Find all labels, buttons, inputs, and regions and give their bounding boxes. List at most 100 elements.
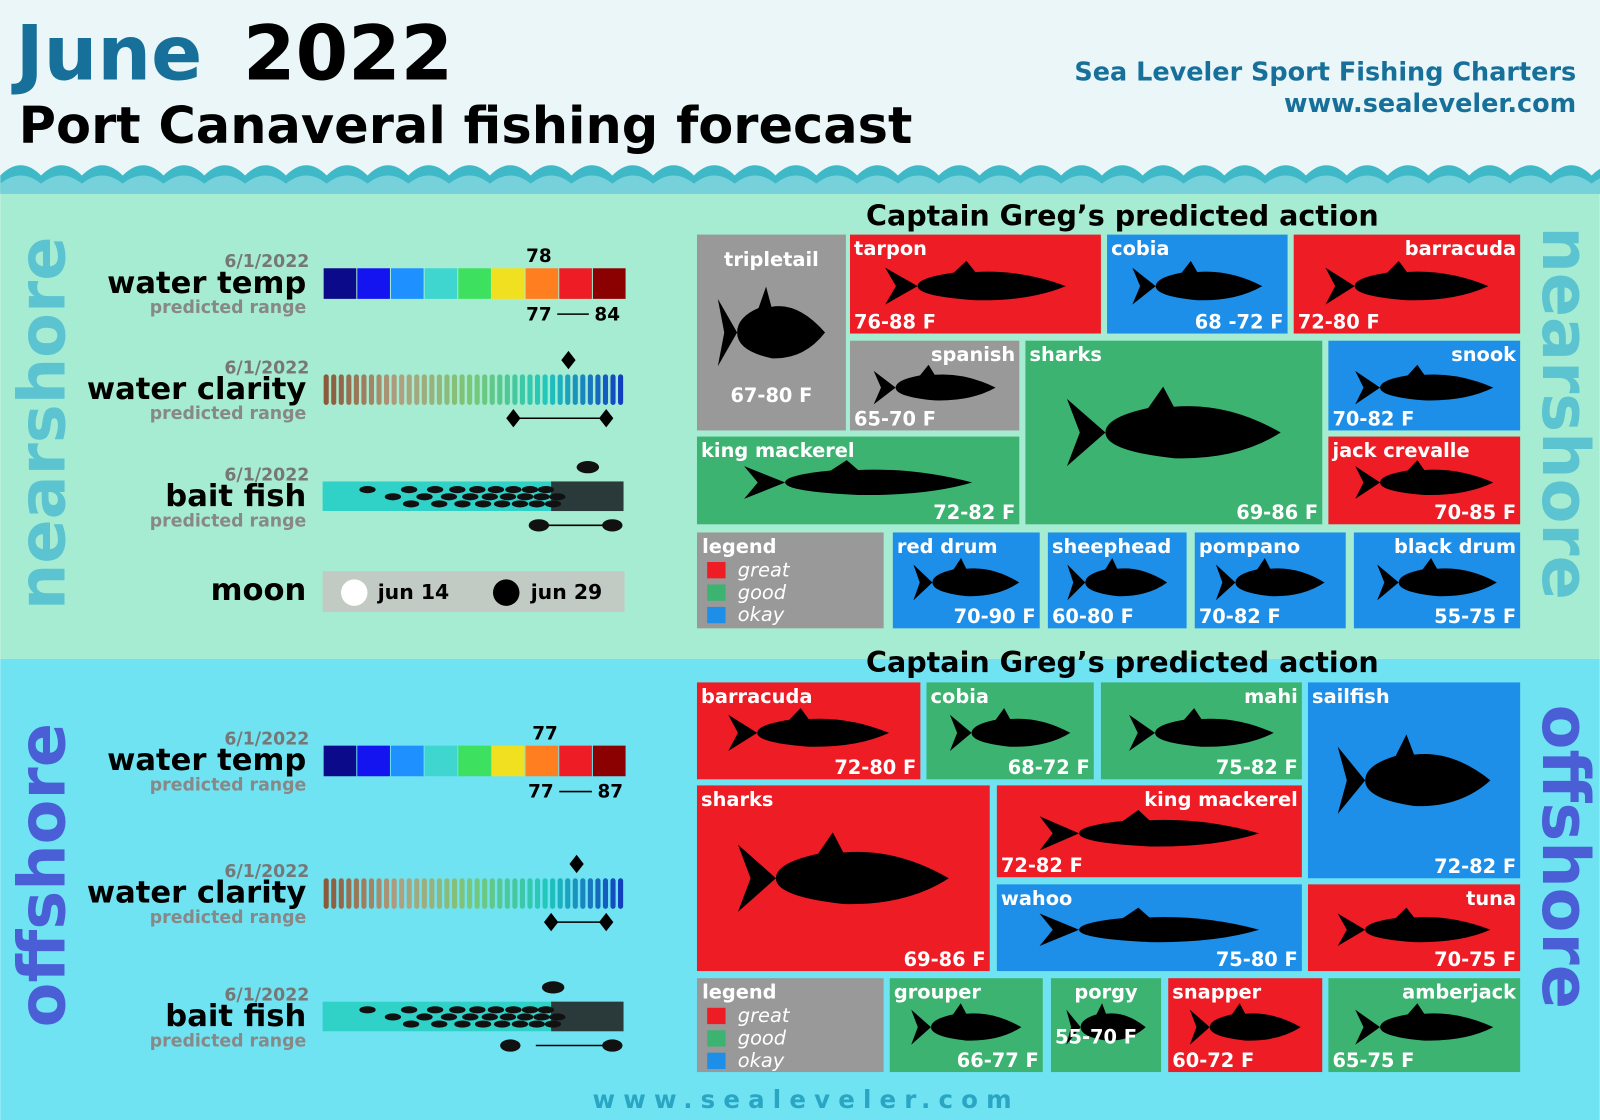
bait-fish — [521, 1006, 539, 1014]
fish-range: 68 -72 F — [1195, 310, 1284, 333]
clarity-bar — [451, 374, 458, 405]
clarity-bar — [497, 374, 503, 405]
bait-fish — [549, 493, 566, 501]
clarity-bar — [610, 374, 616, 405]
clarity-bar — [399, 878, 405, 909]
condition-label: water temp — [107, 743, 306, 778]
clarity-bar — [338, 374, 344, 405]
clarity-bar — [580, 374, 586, 405]
temp-scale-segment — [323, 268, 357, 299]
clarity-bar — [406, 878, 412, 909]
fish-name: porgy — [1074, 981, 1138, 1004]
side-label: nearshore — [1527, 226, 1600, 600]
clarity-marker — [543, 912, 559, 932]
condition-sublabel: predicted range — [150, 1032, 307, 1052]
clarity-bar — [406, 374, 412, 405]
fish-name: snapper — [1172, 981, 1261, 1004]
clarity-bar — [504, 374, 510, 405]
bait-fish — [516, 493, 534, 501]
bait-fish — [516, 1013, 534, 1021]
clarity-bar — [572, 374, 578, 405]
fish-silhouette — [728, 708, 890, 752]
fish-name: pompano — [1199, 535, 1300, 558]
temp-current: 77 — [532, 724, 558, 745]
fish-silhouette — [1325, 260, 1489, 305]
fish-name: sharks — [701, 788, 773, 811]
fish-range: 69-86 F — [904, 948, 986, 971]
fish-range: 72-80 F — [1298, 310, 1380, 333]
clarity-bar — [519, 374, 525, 405]
month: June — [11, 10, 203, 98]
clarity-bar — [565, 374, 571, 405]
fish-range: 72-82 F — [1434, 855, 1516, 878]
bait-fish — [416, 493, 433, 501]
bait-fish — [462, 1013, 479, 1021]
action-title: Captain Greg’s predicted action — [866, 645, 1379, 679]
fish-range: 70-82 F — [1199, 605, 1281, 628]
condition-label: bait fish — [165, 479, 306, 514]
temp-range-low: 77 — [528, 782, 554, 803]
condition-sublabel: predicted range — [150, 298, 307, 318]
condition-sublabel: predicted range — [150, 404, 307, 424]
fish-range: 70-85 F — [1434, 501, 1516, 524]
bait-fish — [431, 1020, 448, 1028]
condition-label: bait fish — [165, 999, 306, 1034]
temp-scale-segment — [491, 268, 525, 299]
full-moon — [340, 579, 368, 606]
clarity-bar — [459, 374, 465, 405]
clarity-bar — [436, 374, 442, 405]
bait-fish-marker — [541, 981, 565, 994]
fish-silhouette — [873, 364, 996, 405]
fish-name: king mackerel — [1144, 788, 1298, 811]
bait-fish — [493, 1020, 511, 1028]
fish-range: 68-72 F — [1008, 756, 1090, 779]
bait-fish — [481, 493, 498, 501]
clarity-bar — [512, 374, 518, 405]
clarity-bar — [421, 878, 427, 909]
fish-silhouette — [885, 260, 1066, 305]
condition-date: 6/1/2022 — [224, 465, 309, 485]
clarity-bar — [323, 878, 329, 909]
condition-date: 6/1/2022 — [224, 862, 309, 882]
fish-silhouette — [913, 557, 1020, 601]
moon-box — [322, 571, 625, 613]
bait-fish — [537, 1006, 555, 1014]
condition-date: 6/1/2022 — [224, 358, 309, 378]
bait-fish — [521, 486, 539, 494]
bait-fish-marker — [602, 519, 623, 532]
condition-label: water clarity — [87, 372, 306, 407]
legend-swatch — [707, 1007, 726, 1025]
clarity-bar — [489, 374, 495, 405]
bait-fish — [533, 493, 550, 501]
fish-range: 72-80 F — [834, 756, 916, 779]
bait-fish — [544, 1020, 562, 1028]
bait-fish — [505, 1006, 522, 1014]
fish-name: mahi — [1244, 685, 1298, 708]
fish-name: sailfish — [1312, 685, 1390, 708]
clarity-bar — [436, 878, 442, 909]
bait-fish — [474, 1020, 492, 1028]
fish-range: 60-80 F — [1052, 605, 1134, 628]
temp-scale-segment — [559, 268, 592, 299]
fish-range: 55-75 F — [1434, 605, 1516, 628]
clarity-bar — [504, 878, 510, 909]
fish-name: sharks — [1030, 343, 1102, 366]
fish-silhouette — [737, 832, 949, 912]
fish-name: amberjack — [1402, 981, 1517, 1004]
bait-fish-marker — [500, 1039, 521, 1052]
fish-silhouette — [949, 708, 1071, 752]
bait-fish — [511, 1020, 529, 1028]
condition-label: water temp — [107, 266, 306, 301]
bait-fish — [426, 1006, 444, 1014]
bait-fish — [481, 1013, 498, 1021]
company-url: www.sealeveler.com — [1284, 89, 1576, 119]
clarity-bar — [482, 878, 488, 909]
legend-label: okay — [738, 1049, 785, 1072]
fish-name: tripletail — [724, 248, 819, 271]
footer-url: www.sealeveler.com — [592, 1085, 1019, 1114]
fish-name: tarpon — [854, 237, 927, 260]
clarity-bar — [338, 878, 344, 909]
fish-name: jack crevalle — [1331, 439, 1469, 462]
fish-name: red drum — [897, 535, 998, 558]
temp-scale-segment — [525, 745, 559, 777]
